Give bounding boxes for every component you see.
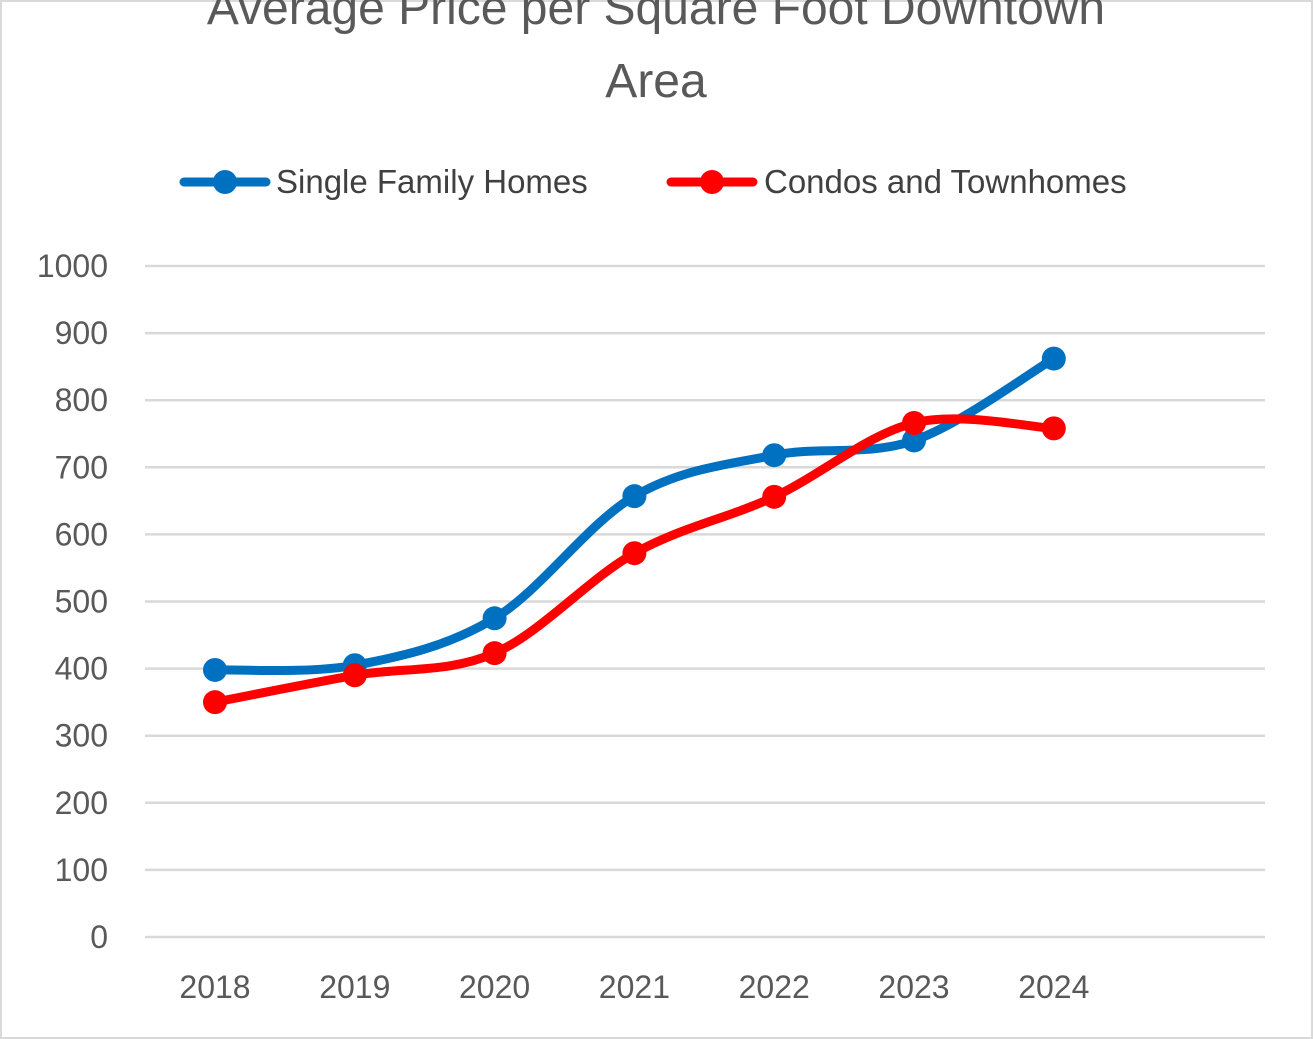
x-tick-label: 2023 <box>878 969 949 1005</box>
y-tick-label: 800 <box>55 382 108 418</box>
y-tick-label: 300 <box>55 718 108 754</box>
data-point <box>762 443 787 468</box>
series-line <box>210 354 1059 676</box>
x-axis-ticks: 2018 2019 2020 2021 2022 2023 2024 <box>179 969 1089 1005</box>
y-tick-label: 1000 <box>37 248 108 284</box>
chart-title-line-2: Area <box>605 55 707 108</box>
data-point <box>622 541 647 566</box>
legend-marker-single-family <box>213 170 237 194</box>
data-point <box>203 690 227 715</box>
legend: Single Family Homes Condos and Townhomes <box>179 163 1127 200</box>
y-axis-ticks: 0 100 200 300 400 500 600 700 800 900 1000 <box>37 248 108 955</box>
y-tick-label: 500 <box>55 584 108 620</box>
y-tick-label: 700 <box>55 449 108 485</box>
y-tick-label: 900 <box>55 315 108 351</box>
chart-title: Average Price per Square Foot Downtown A… <box>207 0 1105 108</box>
y-tick-label: 600 <box>55 516 108 552</box>
y-tick-label: 400 <box>55 651 108 687</box>
chart-title-line-1: Average Price per Square Foot Downtown <box>207 0 1105 35</box>
legend-label-single-family: Single Family Homes <box>276 163 588 200</box>
data-point <box>622 484 647 509</box>
y-tick-label: 200 <box>55 785 108 821</box>
series-1 <box>203 411 1066 715</box>
data-point <box>1041 416 1066 441</box>
legend-label-condos: Condos and Townhomes <box>764 163 1127 200</box>
y-tick-label: 0 <box>90 919 108 955</box>
y-tick-label: 100 <box>55 852 108 888</box>
data-point <box>482 606 507 631</box>
series-group <box>203 346 1066 715</box>
data-point <box>482 641 507 666</box>
data-point <box>902 428 926 453</box>
x-tick-label: 2019 <box>319 969 390 1005</box>
x-tick-label: 2020 <box>459 969 530 1005</box>
series-0 <box>203 346 1066 682</box>
gridlines <box>145 264 1265 939</box>
data-point <box>1041 346 1066 371</box>
x-tick-label: 2022 <box>739 969 810 1005</box>
x-tick-label: 2018 <box>179 969 250 1005</box>
data-point <box>902 411 926 436</box>
data-point <box>203 657 227 682</box>
legend-marker-condos <box>700 170 724 194</box>
data-point <box>342 663 367 688</box>
data-point <box>762 484 787 509</box>
x-tick-label: 2021 <box>599 969 670 1005</box>
x-tick-label: 2024 <box>1018 969 1089 1005</box>
